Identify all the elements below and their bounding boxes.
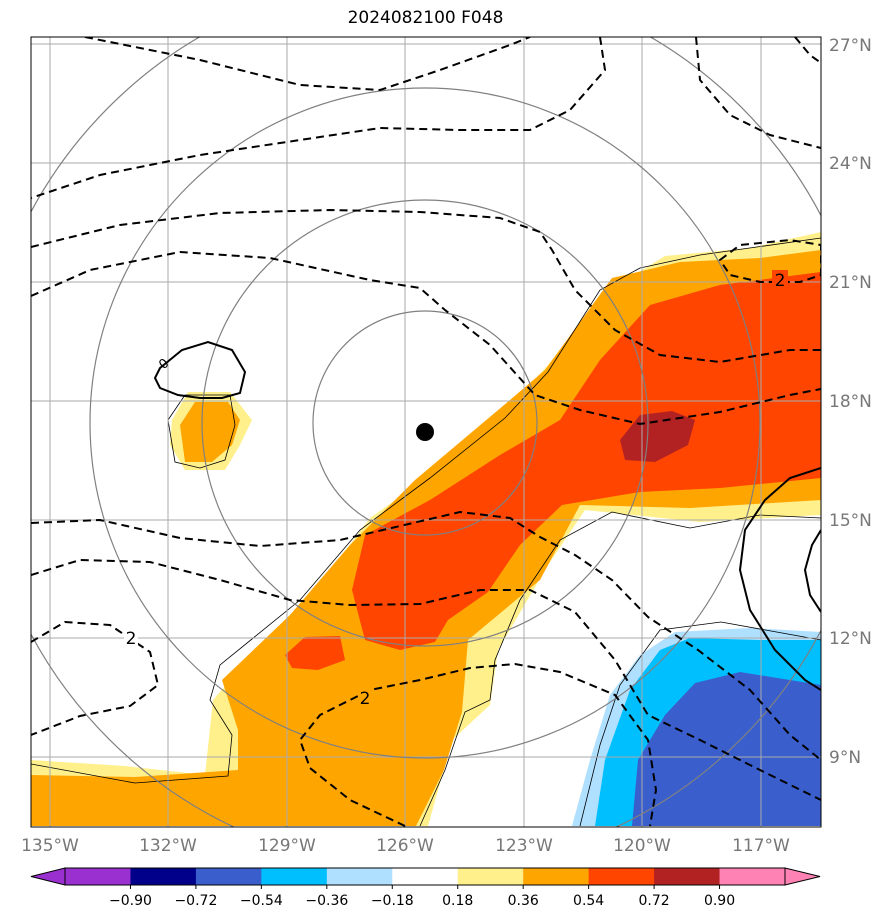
colorbar-segment (719, 868, 786, 885)
colorbar-tick-label: 0.90 (704, 893, 735, 909)
map-area: 2 2 2 0 (31, 37, 821, 827)
lat-tick-label: 9°N (829, 748, 861, 768)
lat-tick-label: 12°N (829, 629, 872, 649)
colorbar-extend-high (784, 867, 821, 886)
lon-tick-label: 135°W (21, 836, 79, 856)
colorbar-frame (64, 867, 786, 886)
field-small-blob (180, 402, 240, 462)
range-rings (31, 37, 821, 827)
field-red-orange (352, 272, 821, 650)
colorbar-segment (130, 868, 197, 885)
colorbar-segment (195, 868, 262, 885)
storm-center-marker (416, 423, 434, 441)
colorbar-segment (65, 868, 131, 885)
colorbar-tick-label: 0.18 (442, 893, 473, 909)
lat-tick-label: 21°N (829, 273, 872, 293)
plot-title: 2024082100 F048 (347, 8, 504, 28)
field-zero-outline-4 (167, 394, 236, 469)
contour-labels: 2 2 2 0 (124, 270, 788, 709)
lat-tick-label: 15°N (829, 511, 872, 531)
lon-tick-label: 117°W (732, 836, 790, 856)
colorbar-tick-label: −0.54 (240, 893, 283, 909)
map-frame (30, 36, 822, 828)
contour-label-2c: 2 (360, 689, 371, 709)
colorbar: −0.90 −0.72 −0.54 −0.36 −0.18 0.18 0.36 0.54 0.7… (30, 867, 821, 909)
lon-tick-label: 129°W (258, 836, 316, 856)
dashed-contours (31, 37, 821, 827)
field-zero-outline (31, 237, 821, 784)
field-red-orange-small (285, 636, 345, 670)
colorbar-tick-label: 0.72 (639, 893, 670, 909)
lat-tick-label: 18°N (829, 392, 872, 412)
field-zero-outline-3 (579, 621, 821, 827)
solid-contours (153, 340, 821, 691)
lon-tick-label: 132°W (139, 836, 197, 856)
colorbar-tick-label: 0.36 (508, 893, 539, 909)
lon-tick-label: 123°W (495, 836, 553, 856)
lon-tick-label: 120°W (613, 836, 671, 856)
colorbar-tick-label: 0.54 (573, 893, 604, 909)
colorbar-tick-label: −0.72 (174, 893, 217, 909)
lat-tick-label: 27°N (829, 36, 872, 56)
field-zero-outline-2 (419, 511, 821, 827)
positive-field (31, 232, 821, 826)
colorbar-tick-label: −0.90 (109, 893, 152, 909)
lat-tick-label: 24°N (829, 154, 872, 174)
lon-tick-labels: 135°W 132°W 129°W 126°W 123°W 120°W 117°… (21, 836, 790, 856)
colorbar-segment (326, 868, 393, 885)
lat-lon-grid (31, 37, 821, 827)
negative-field (572, 628, 821, 826)
field-blue (632, 672, 821, 826)
colorbar-segment (261, 868, 328, 885)
colorbar-tick-label: −0.36 (305, 893, 348, 909)
lon-tick-label: 126°W (376, 836, 434, 856)
colorbar-segment (523, 868, 590, 885)
colorbar-segment (654, 868, 721, 885)
colorbar-segment (392, 868, 459, 885)
colorbar-tick-label: −0.18 (371, 893, 414, 909)
colorbar-segment (588, 868, 655, 885)
contour-label-2b: 2 (126, 629, 137, 649)
colorbar-segment (457, 868, 524, 885)
lat-tick-labels: 9°N 12°N 15°N 18°N 21°N 24°N 27°N (829, 36, 872, 768)
contour-label-2a: 2 (775, 271, 786, 291)
colorbar-extend-low (30, 867, 66, 886)
